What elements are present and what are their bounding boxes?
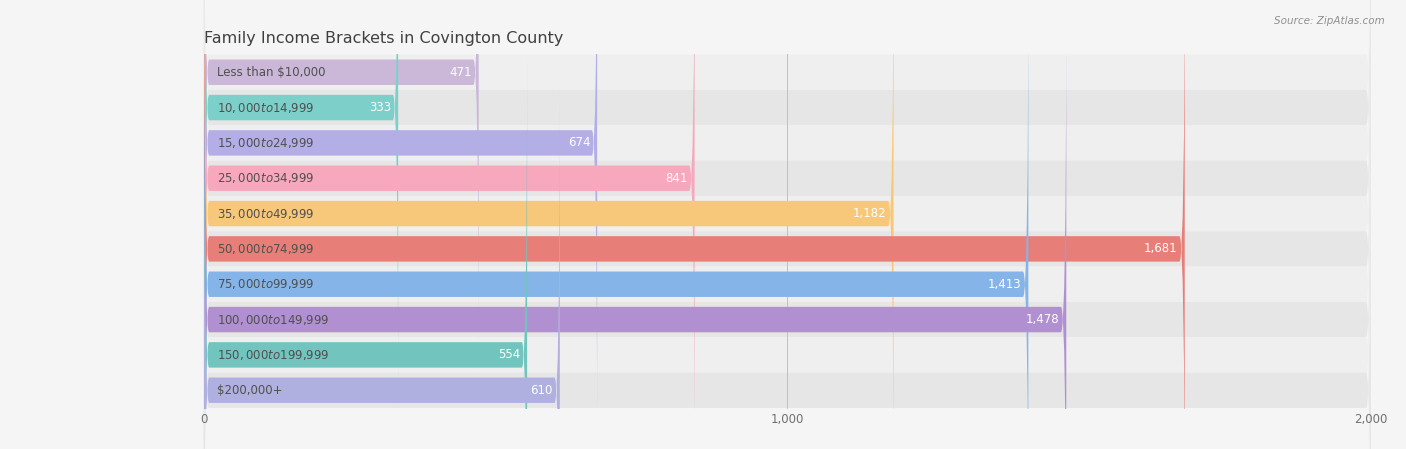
Text: 610: 610 (530, 384, 553, 397)
FancyBboxPatch shape (204, 55, 1371, 449)
FancyBboxPatch shape (204, 0, 1371, 408)
FancyBboxPatch shape (204, 0, 1371, 337)
FancyBboxPatch shape (204, 0, 1371, 373)
FancyBboxPatch shape (204, 125, 1371, 449)
Text: $35,000 to $49,999: $35,000 to $49,999 (217, 207, 314, 220)
Text: 554: 554 (498, 348, 520, 361)
Text: 1,478: 1,478 (1025, 313, 1059, 326)
FancyBboxPatch shape (204, 0, 1028, 449)
FancyBboxPatch shape (204, 0, 894, 449)
FancyBboxPatch shape (204, 0, 1371, 449)
Text: $15,000 to $24,999: $15,000 to $24,999 (217, 136, 314, 150)
Text: Less than $10,000: Less than $10,000 (217, 66, 325, 79)
Text: $50,000 to $74,999: $50,000 to $74,999 (217, 242, 314, 256)
Text: $200,000+: $200,000+ (217, 384, 283, 397)
FancyBboxPatch shape (204, 0, 1371, 443)
FancyBboxPatch shape (204, 0, 1371, 449)
FancyBboxPatch shape (204, 85, 560, 449)
Text: $75,000 to $99,999: $75,000 to $99,999 (217, 277, 314, 291)
Text: Family Income Brackets in Covington County: Family Income Brackets in Covington Coun… (204, 31, 564, 46)
Text: 1,413: 1,413 (987, 278, 1021, 291)
FancyBboxPatch shape (204, 50, 527, 449)
Text: 333: 333 (368, 101, 391, 114)
Text: $10,000 to $14,999: $10,000 to $14,999 (217, 101, 314, 114)
Text: 1,182: 1,182 (853, 207, 887, 220)
Text: 841: 841 (665, 172, 688, 185)
Text: $150,000 to $199,999: $150,000 to $199,999 (217, 348, 329, 362)
Text: $100,000 to $149,999: $100,000 to $149,999 (217, 313, 329, 326)
Text: 471: 471 (449, 66, 471, 79)
FancyBboxPatch shape (204, 0, 398, 413)
FancyBboxPatch shape (204, 19, 1371, 449)
Text: Source: ZipAtlas.com: Source: ZipAtlas.com (1274, 16, 1385, 26)
Text: 674: 674 (568, 136, 591, 150)
FancyBboxPatch shape (204, 0, 695, 449)
FancyBboxPatch shape (204, 0, 1185, 449)
FancyBboxPatch shape (204, 90, 1371, 449)
Text: 1,681: 1,681 (1144, 242, 1178, 255)
Text: $25,000 to $34,999: $25,000 to $34,999 (217, 171, 314, 185)
FancyBboxPatch shape (204, 0, 478, 378)
FancyBboxPatch shape (204, 0, 598, 448)
FancyBboxPatch shape (204, 14, 1066, 449)
